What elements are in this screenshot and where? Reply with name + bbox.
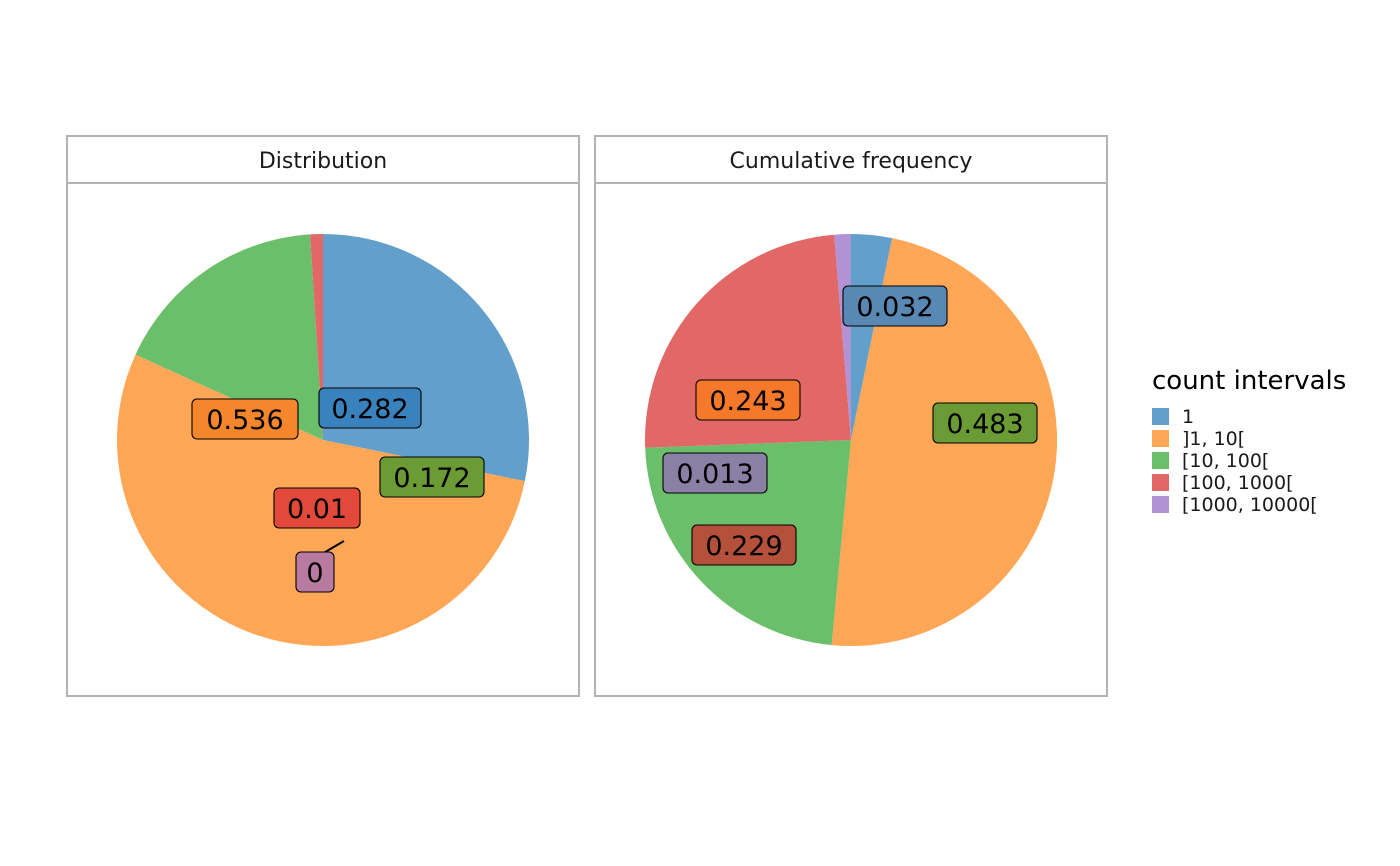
label-box [695,379,801,421]
label-text: 0.536 [206,405,283,436]
label-box [295,551,335,593]
panel-cumulative-frequency: Cumulative frequency 0.032 0.483 0.229 0.24… [594,135,1108,697]
legend-swatch [1152,430,1169,447]
legend-item: [1000, 10000[ [1152,494,1318,516]
label-text: 0.243 [709,386,786,417]
label-text: 0.229 [705,531,782,562]
label-box [273,487,361,529]
label-box [318,387,422,429]
label-text: 0.172 [393,463,470,494]
legend-label: [1000, 10000[ [1182,494,1318,516]
slice-value-label: 0.032 [842,285,948,327]
slice-value-label: 0.172 [379,456,485,498]
legend-item: [10, 100[ [1152,450,1269,472]
label-box [662,452,768,494]
legend-swatch [1152,474,1169,491]
slice-value-label: 0.229 [691,524,797,566]
pie-labels: 0.282 0.536 0.172 0.01 0 [191,387,485,593]
panel-frame [594,135,1108,697]
legend-item: ]1, 10[ [1152,428,1245,450]
slice-value-label: 0.282 [318,387,422,429]
panel-frame [66,135,580,697]
slice-value-label: 0.483 [932,402,1038,444]
panel-distribution: Distribution 0.282 0.536 0.172 0.01 0 [66,135,580,697]
slice-value-label: 0.243 [695,379,801,421]
facet-title-distribution: Distribution [259,149,387,174]
label-box [842,285,948,327]
legend-label: [10, 100[ [1182,450,1269,472]
legend: count intervals 1]1, 10[[10, 100[[100, 1… [1152,366,1346,516]
label-text: 0.013 [676,459,753,490]
pie-slice [135,234,323,440]
legend-label: 1 [1182,406,1194,428]
slice-value-label: 0.536 [191,398,299,440]
legend-item: [100, 1000[ [1152,472,1294,494]
legend-label: ]1, 10[ [1182,428,1245,450]
pie-slice [834,234,851,440]
legend-item: 1 [1152,406,1194,428]
legend-swatch [1152,408,1169,425]
pie-labels: 0.032 0.483 0.229 0.243 0.013 [662,285,1038,566]
legend-items: 1]1, 10[[10, 100[[100, 1000[[1000, 10000… [1152,406,1318,516]
slice-value-label: 0.013 [662,452,768,494]
label-text: 0.01 [287,494,347,525]
pie-slice [310,234,323,440]
slice-value-label: 0.01 [273,487,361,529]
legend-title: count intervals [1152,366,1346,396]
legend-swatch [1152,496,1169,513]
pie-slice [323,234,529,482]
label-box [691,524,797,566]
label-text: 0.282 [331,394,408,425]
label-text: 0 [306,558,323,589]
facet-title-cumulative-frequency: Cumulative frequency [730,149,973,174]
slice-value-label: 0 [295,551,335,593]
label-box [932,402,1038,444]
legend-swatch [1152,452,1169,469]
label-text: 0.032 [856,292,933,323]
label-box [379,456,485,498]
label-box [191,398,299,440]
label-text: 0.483 [946,409,1023,440]
legend-label: [100, 1000[ [1182,472,1294,494]
